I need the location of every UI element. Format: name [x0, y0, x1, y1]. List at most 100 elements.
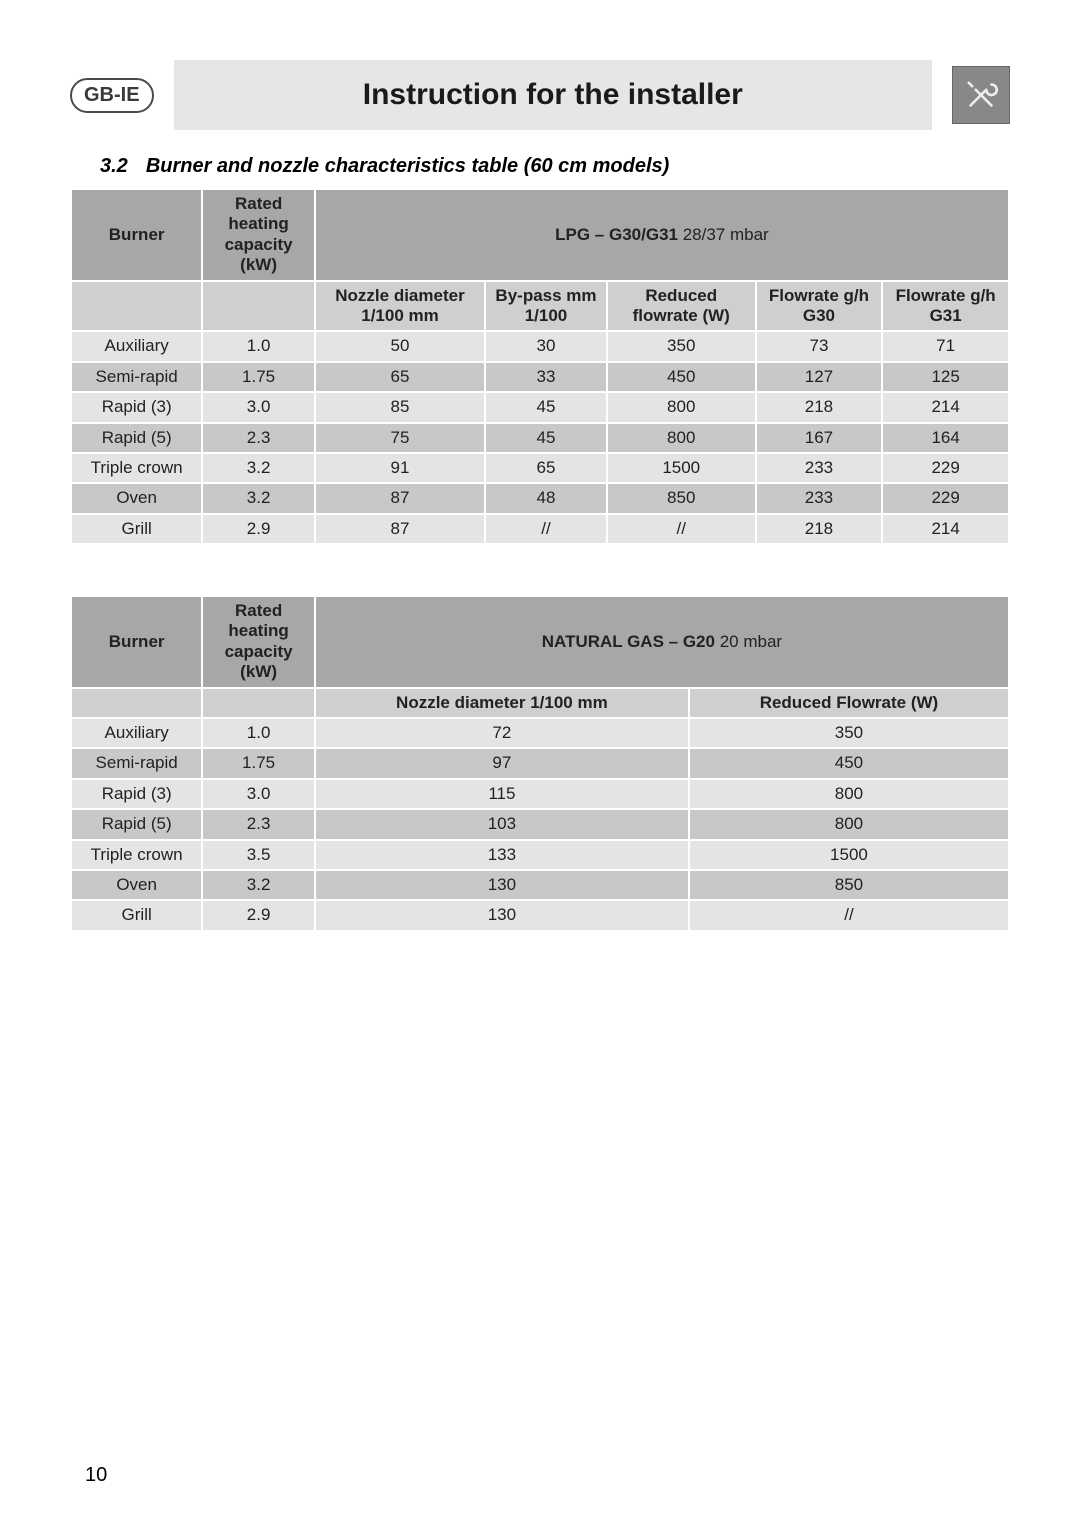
table-natural-gas: Burner Rated heating capacity (kW) NATUR…	[70, 595, 1010, 932]
cell-value: 48	[485, 483, 607, 513]
cell-value: 233	[756, 453, 883, 483]
cell-value: 229	[882, 483, 1009, 513]
cell-value: 125	[882, 362, 1009, 392]
cell-kw: 3.5	[202, 840, 315, 870]
cell-value: 50	[315, 331, 485, 361]
table-row: Grill2.987////218214	[71, 514, 1009, 544]
page-title: Instruction for the installer	[174, 60, 932, 130]
gas-type-header: LPG – G30/G31 28/37 mbar	[315, 189, 1009, 281]
cell-value: 65	[485, 453, 607, 483]
cell-burner-name: Semi-rapid	[71, 748, 202, 778]
cell-kw: 1.0	[202, 718, 315, 748]
table-row: Rapid (3)3.08545800218214	[71, 392, 1009, 422]
col-rated: Rated heating capacity (kW)	[202, 189, 315, 281]
cell-value: 130	[315, 900, 689, 930]
cell-value: 30	[485, 331, 607, 361]
cell-burner-name: Rapid (5)	[71, 809, 202, 839]
cell-value: 450	[607, 362, 756, 392]
cell-burner-name: Auxiliary	[71, 718, 202, 748]
spacer-cell	[71, 688, 202, 718]
col-burner: Burner	[71, 596, 202, 688]
cell-burner-name: Grill	[71, 900, 202, 930]
cell-kw: 2.9	[202, 900, 315, 930]
cell-kw: 1.0	[202, 331, 315, 361]
cell-value: //	[607, 514, 756, 544]
cell-value: //	[485, 514, 607, 544]
cell-value: 214	[882, 392, 1009, 422]
cell-value: 214	[882, 514, 1009, 544]
cell-value: 800	[607, 392, 756, 422]
col-nozzle: Nozzle diameter 1/100 mm	[315, 688, 689, 718]
section-title: Burner and nozzle characteristics table …	[146, 155, 670, 177]
cell-value: 1500	[689, 840, 1009, 870]
col-flow-g31: Flowrate g/h G31	[882, 281, 1009, 332]
table-row: Triple crown3.291651500233229	[71, 453, 1009, 483]
cell-value: 233	[756, 483, 883, 513]
table-row: Oven3.2130850	[71, 870, 1009, 900]
col-reduced: Reduced flowrate (W)	[607, 281, 756, 332]
cell-value: 115	[315, 779, 689, 809]
spacer-cell	[202, 281, 315, 332]
cell-value: 850	[689, 870, 1009, 900]
cell-burner-name: Triple crown	[71, 453, 202, 483]
col-bypass: By-pass mm 1/100	[485, 281, 607, 332]
table-row: Auxiliary1.072350	[71, 718, 1009, 748]
cell-kw: 2.9	[202, 514, 315, 544]
table-row: Grill2.9130//	[71, 900, 1009, 930]
gas-title-rest: 28/37 mbar	[678, 225, 769, 244]
cell-burner-name: Oven	[71, 483, 202, 513]
cell-burner-name: Triple crown	[71, 840, 202, 870]
col-nozzle: Nozzle diameter 1/100 mm	[315, 281, 485, 332]
gas-title-rest: 20 mbar	[715, 632, 782, 651]
cell-kw: 3.2	[202, 483, 315, 513]
cell-burner-name: Rapid (3)	[71, 779, 202, 809]
cell-kw: 2.3	[202, 423, 315, 453]
table-lpg: Burner Rated heating capacity (kW) LPG –…	[70, 188, 1010, 545]
table-row: Semi-rapid1.756533450127125	[71, 362, 1009, 392]
page-header: GB-IE Instruction for the installer	[70, 60, 1010, 130]
cell-value: 167	[756, 423, 883, 453]
table-row: Rapid (3)3.0115800	[71, 779, 1009, 809]
cell-value: 71	[882, 331, 1009, 361]
col-reduced-flow: Reduced Flowrate (W)	[689, 688, 1009, 718]
cell-value: 97	[315, 748, 689, 778]
cell-value: 127	[756, 362, 883, 392]
gas-title-bold: LPG – G30/G31	[555, 225, 678, 244]
cell-value: 73	[756, 331, 883, 361]
cell-kw: 2.3	[202, 809, 315, 839]
col-flow-g30: Flowrate g/h G30	[756, 281, 883, 332]
cell-value: 72	[315, 718, 689, 748]
cell-kw: 3.0	[202, 392, 315, 422]
cell-value: 130	[315, 870, 689, 900]
col-rated: Rated heating capacity (kW)	[202, 596, 315, 688]
cell-burner-name: Grill	[71, 514, 202, 544]
page-number: 10	[85, 1464, 107, 1487]
table-row: Oven3.28748850233229	[71, 483, 1009, 513]
cell-value: 45	[485, 423, 607, 453]
cell-kw: 3.0	[202, 779, 315, 809]
cell-value: //	[689, 900, 1009, 930]
cell-value: 800	[689, 809, 1009, 839]
cell-burner-name: Rapid (5)	[71, 423, 202, 453]
cell-value: 45	[485, 392, 607, 422]
cell-kw: 1.75	[202, 748, 315, 778]
tools-icon	[952, 66, 1010, 124]
col-burner: Burner	[71, 189, 202, 281]
cell-value: 218	[756, 392, 883, 422]
cell-value: 87	[315, 483, 485, 513]
cell-burner-name: Semi-rapid	[71, 362, 202, 392]
cell-burner-name: Auxiliary	[71, 331, 202, 361]
cell-value: 33	[485, 362, 607, 392]
cell-kw: 1.75	[202, 362, 315, 392]
cell-kw: 3.2	[202, 870, 315, 900]
cell-value: 103	[315, 809, 689, 839]
cell-value: 85	[315, 392, 485, 422]
section-heading: 3.2 Burner and nozzle characteristics tab…	[100, 155, 1010, 178]
table-row: Rapid (5)2.3103800	[71, 809, 1009, 839]
section-number: 3.2	[100, 155, 128, 177]
region-badge: GB-IE	[70, 78, 154, 113]
cell-value: 91	[315, 453, 485, 483]
cell-burner-name: Oven	[71, 870, 202, 900]
cell-value: 350	[689, 718, 1009, 748]
cell-value: 350	[607, 331, 756, 361]
